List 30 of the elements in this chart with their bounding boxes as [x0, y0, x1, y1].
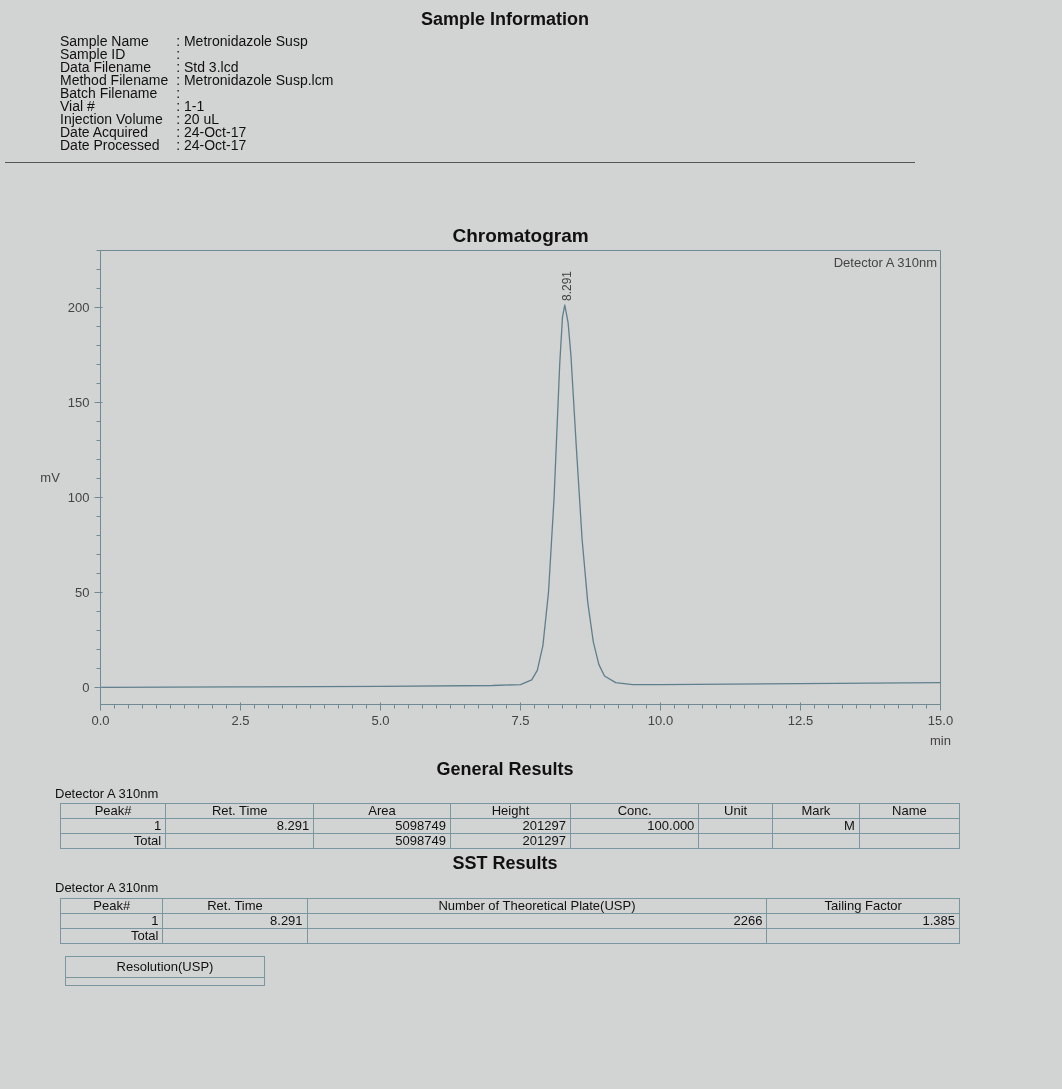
text: Detector A 310nm [55, 878, 160, 897]
y-tick-label: 0 [82, 679, 90, 695]
annotation: 8.291 [559, 270, 574, 302]
x-tick-label: 10.0 [647, 712, 674, 728]
y-tick-label: 200 [67, 299, 90, 315]
x-tick-label: 0.0 [91, 712, 110, 728]
text: SST Results [451, 852, 559, 876]
text: 1 8.291 5098749 201297 100.000 M [153, 818, 855, 834]
y-tick-label: 150 [67, 394, 90, 410]
text: Total 5098749 201297 [133, 833, 566, 849]
text: Peak# Ret. Time Number of Theoretical Plate(USP) Tailing Factor [93, 897, 902, 913]
line-series [100, 304, 941, 689]
y-tick-label: 100 [67, 489, 90, 505]
annotation: Detector A 310nm [833, 254, 938, 270]
x-axis-title: min [930, 732, 951, 748]
text: Sample Information [420, 8, 590, 31]
x-tick-label: 2.5 [231, 712, 250, 728]
y-tick-label: 50 [75, 584, 90, 600]
x-tick-label: 7.5 [511, 712, 530, 728]
chart-title: Chromatogram [452, 224, 589, 246]
text: Detector A 310nm [55, 784, 160, 803]
x-tick-label: 15.0 [927, 712, 954, 728]
text: General Results [435, 758, 575, 781]
x-tick-label: 5.0 [371, 712, 390, 728]
text: 1 8.291 2266 1.385 [151, 912, 955, 928]
text: Total [60, 927, 163, 944]
y-axis-title: mV [40, 470, 61, 485]
text: Peak# Ret. Time Area Height Conc. Unit Mark Name [94, 803, 927, 819]
x-tick-label: 12.5 [787, 712, 814, 728]
text: Resolution(USP) [65, 956, 265, 978]
